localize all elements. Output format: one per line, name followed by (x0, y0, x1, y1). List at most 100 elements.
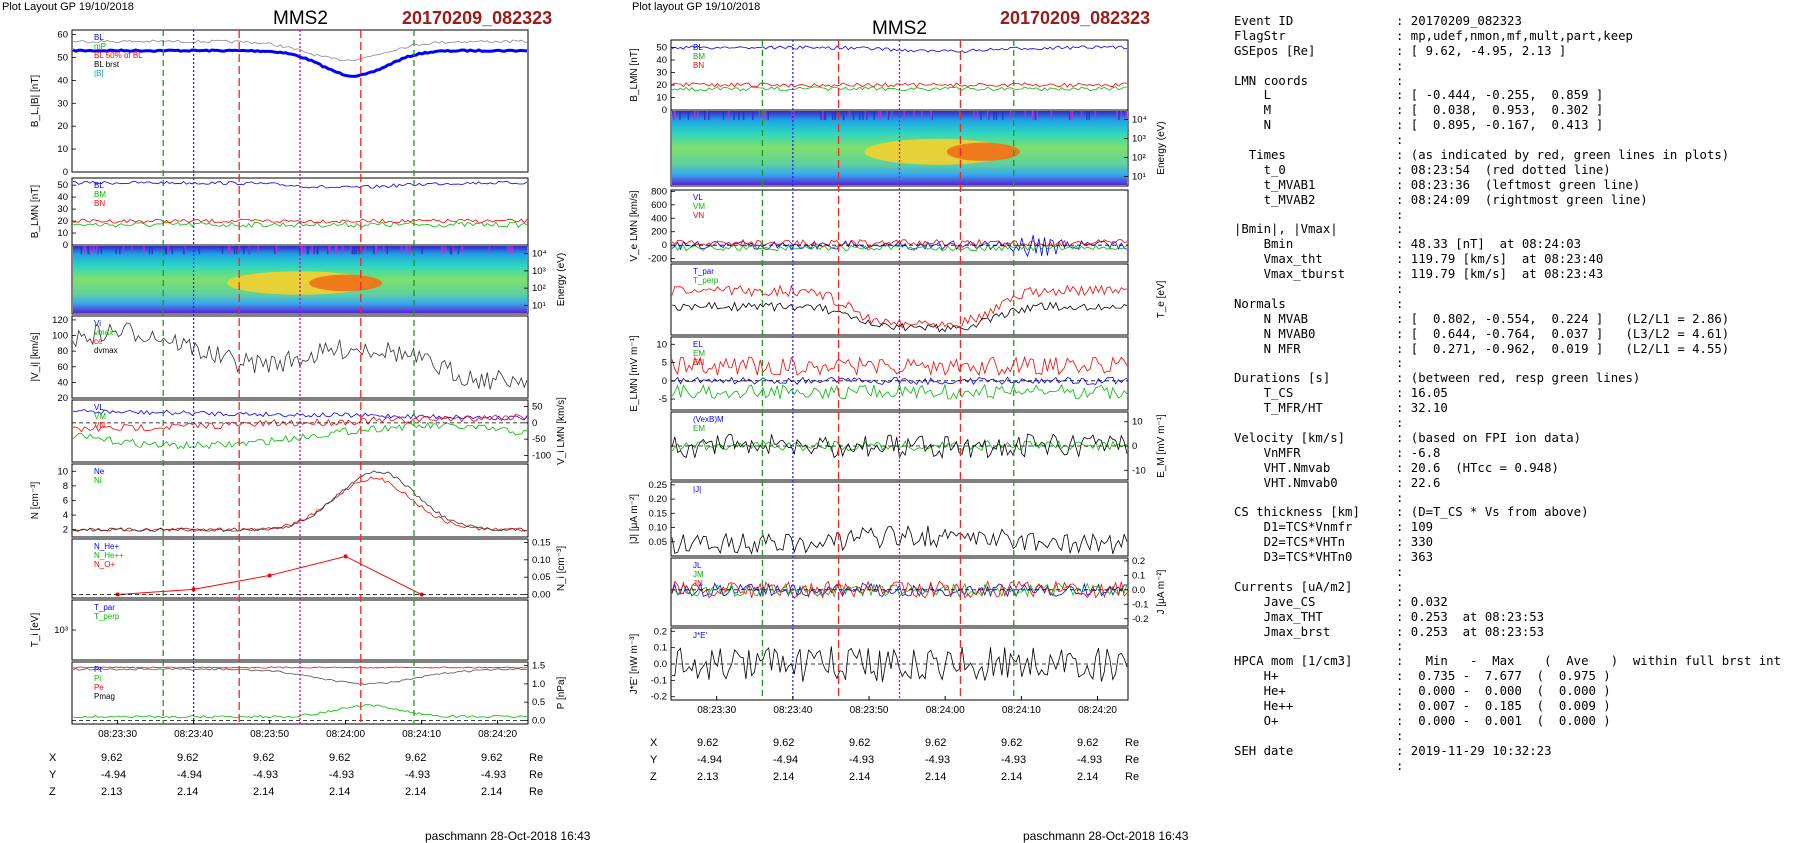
middle-time-tick-label: 08:23:30 (697, 705, 736, 716)
left-spectrogram-noise (342, 246, 344, 255)
left-spectrogram-noise (351, 246, 353, 255)
info-value: : 22.6 (1396, 475, 1441, 490)
info-key: Jave_CS (1234, 594, 1316, 609)
info-key: Vmax_tburst (1234, 267, 1346, 282)
middle-tick-label: -5 (659, 394, 667, 405)
left-spectrogram-noise (328, 246, 330, 255)
info-row: VHT.Nmvab0: 22.6 (1234, 476, 1781, 491)
left-time-tick-label: 08:24:10 (402, 729, 441, 740)
middle-spectrogram-noise (1010, 111, 1012, 121)
middle-spectrogram-noise (864, 111, 867, 121)
middle-spectrogram-noise (722, 111, 725, 121)
middle-spectrogram-noise (704, 111, 706, 121)
middle-jlmn-series (671, 580, 1128, 599)
left-spectrogram-noise (164, 246, 167, 255)
info-row: He++: 0.007 - 0.185 ( 0.009 ) (1234, 699, 1781, 714)
info-value: : 0.032 (1396, 594, 1448, 609)
middle-spectrogram-noise (694, 111, 696, 121)
pos-value: 2.14 (849, 771, 871, 783)
middle-spectrogram-noise (708, 111, 710, 121)
info-row: Currents [uA/m2]: (1234, 580, 1781, 595)
middle-spectrogram-noise (958, 111, 961, 121)
middle-spectrogram-noise (742, 111, 745, 121)
pos-value: -4.94 (773, 754, 799, 766)
middle-spectrogram-noise (679, 111, 681, 121)
middle-legend-label: (VexB)M (693, 415, 724, 424)
left-tick-label: 50 (57, 180, 68, 191)
middle-spectrogram-noise (1024, 111, 1026, 121)
info-value: : 330 (1396, 535, 1434, 550)
info-row: H+: 0.735 - 7.677 ( 0.975 ) (1234, 669, 1781, 684)
pos-unit: Re (529, 752, 544, 764)
left-tick-label: 0.0 (532, 715, 545, 726)
left-tick-label: 2 (63, 525, 68, 536)
middle-tick-label: 0.15 (649, 508, 668, 519)
left-tick-label: 10⁴ (532, 249, 547, 260)
left-spectrogram-noise (143, 246, 145, 255)
middle-spectrogram-noise (1125, 111, 1127, 121)
pos-value: 2.14 (405, 786, 427, 798)
left-tick-label: 120 (52, 315, 68, 326)
left-legend-label: |B| (94, 69, 104, 78)
middle-legend-label: EL (693, 340, 703, 349)
left-tick-label: 60 (57, 362, 68, 373)
middle-figure-title: MMS2 (872, 18, 927, 39)
middle-ylabel: |J| [μA m⁻²] (629, 494, 640, 544)
middle-tick-label: 5 (662, 358, 667, 369)
info-row: t_MVAB1: 08:23:36 (leftmost green line) (1234, 178, 1781, 193)
middle-spectrogram-noise (834, 111, 836, 121)
info-key: VHT.Nmvab (1234, 460, 1331, 475)
middle-spectrogram-noise (824, 111, 827, 121)
middle-legend-label: EN (693, 358, 704, 367)
info-value: : 0.007 - 0.185 ( 0.009 ) (1396, 698, 1611, 713)
left-legend-label: ce (94, 337, 103, 346)
middle-spectrogram-noise (1031, 111, 1034, 121)
info-row: T_MFR/HT: 32.10 (1234, 401, 1781, 416)
info-row: : (1234, 729, 1781, 744)
middle-tick-label: 200 (651, 227, 667, 238)
middle-layout-label: Plot layout GP 19/10/2018 (632, 1, 761, 13)
middle-tick-label: 0.0 (654, 659, 667, 670)
info-row: : (1234, 565, 1781, 580)
left-spectrogram-noise (87, 246, 89, 255)
left-spectrogram-noise (96, 246, 98, 255)
info-key: t_MVAB1 (1234, 177, 1316, 192)
left-spectrogram-noise (221, 246, 224, 255)
info-row: L: [ -0.444, -0.255, 0.859 ] (1234, 88, 1781, 103)
info-key: Jmax_THT (1234, 609, 1323, 624)
middle-spectrogram-noise (727, 111, 730, 121)
info-value: : 0.735 - 7.677 ( 0.975 ) (1396, 669, 1611, 684)
info-row: : (1234, 133, 1781, 148)
left-spectrogram-noise (275, 246, 277, 255)
info-key: T_CS (1234, 386, 1294, 401)
event-info-panel: Event ID: 20170209_082323 FlagStr: mp,ude… (1234, 14, 1781, 773)
left-spectrogram-noise (151, 246, 153, 255)
info-row: t_0: 08:23:54 (red dotted line) (1234, 163, 1781, 178)
left-tick-label: 50 (532, 402, 543, 413)
left-legend-label: Vi (94, 319, 101, 328)
info-row: t_MVAB2: 08:24:09 (rightmost green line) (1234, 193, 1781, 208)
info-row: Normals: (1234, 297, 1781, 312)
info-key: M (1234, 103, 1272, 118)
middle-spectrogram-noise (913, 111, 915, 121)
middle-spectrogram-noise (1032, 111, 1034, 121)
left-spectrogram-noise (80, 246, 82, 255)
left-tick-label: 20 (57, 216, 68, 227)
left-spectrogram-noise (304, 246, 307, 255)
left-he-line (117, 555, 422, 596)
left-spectrogram-noise (386, 246, 388, 255)
left-tick-label: 10³ (532, 266, 546, 277)
info-value: : (1396, 207, 1404, 222)
info-value: : 0.253 at 08:23:53 (1396, 624, 1545, 639)
left-tick-label: 0.00 (532, 590, 551, 601)
left-spectrogram-noise (350, 246, 352, 255)
middle-ylabel: T_e [eV] (1156, 280, 1167, 318)
middle-spectrogram-noise (878, 111, 880, 121)
info-key: VnMFR (1234, 445, 1301, 460)
left-legend-label: Pe (94, 683, 104, 692)
info-row: CS thickness [km]: (D=T_CS * Vs from abo… (1234, 505, 1781, 520)
middle-legend-label: VM (693, 202, 705, 211)
left-tick-label: 20 (57, 121, 68, 132)
middle-spectrogram-noise (687, 111, 690, 121)
info-row: Vmax_tht: 119.79 [km/s] at 08:23:40 (1234, 252, 1781, 267)
